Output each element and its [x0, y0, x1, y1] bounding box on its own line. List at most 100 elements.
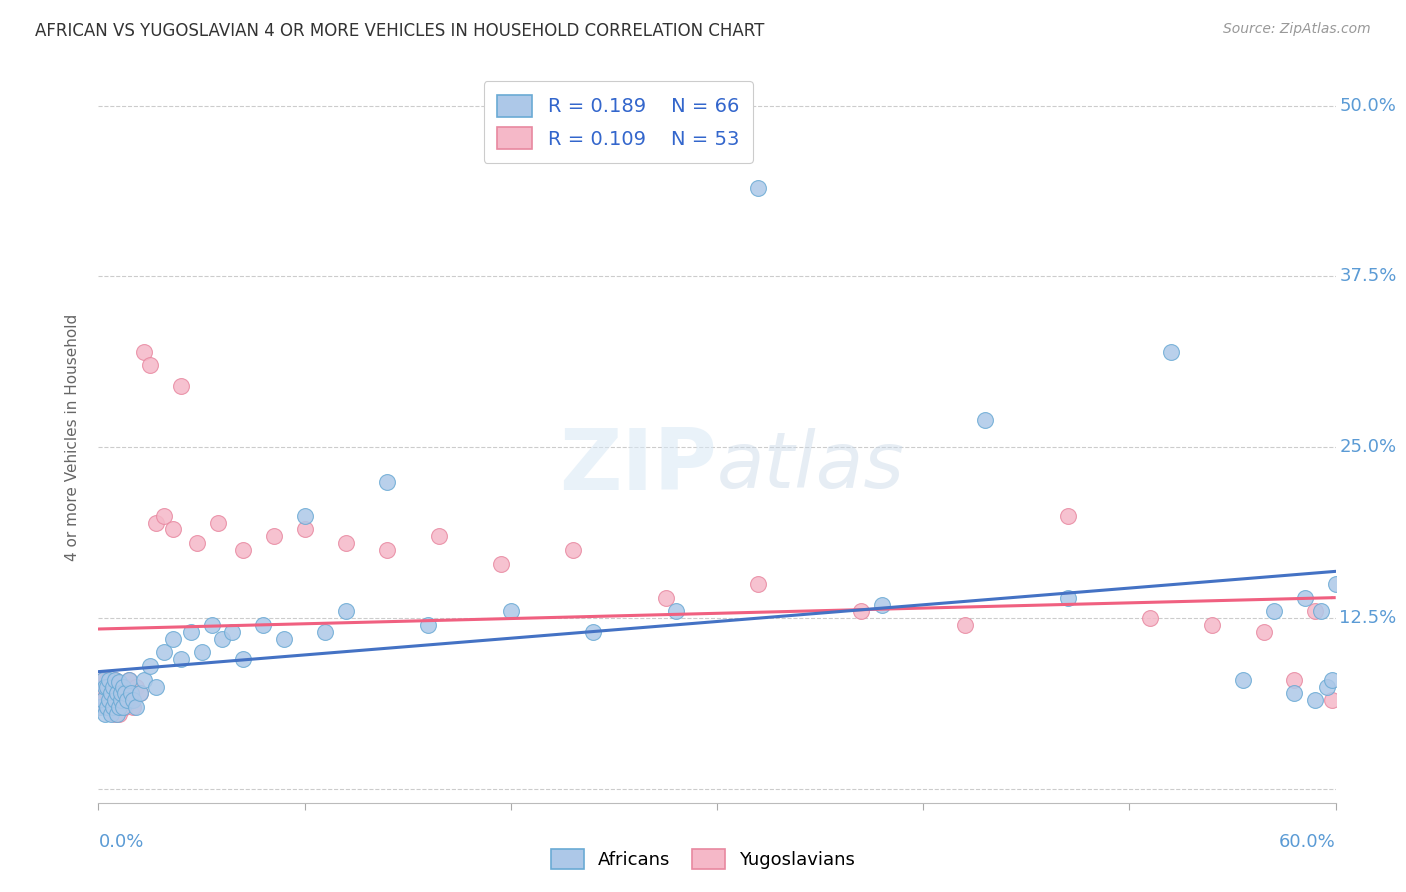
Point: [104, 673, 127, 687]
Point: [190, 645, 212, 659]
Point: [1303, 693, 1326, 707]
Point: [221, 624, 243, 639]
Point: [747, 577, 769, 591]
Point: [499, 604, 522, 618]
Point: [122, 693, 145, 707]
Point: [101, 680, 124, 694]
Point: [654, 591, 676, 605]
Point: [201, 618, 224, 632]
Point: [375, 542, 398, 557]
Point: [1310, 604, 1333, 618]
Point: [1284, 673, 1306, 687]
Point: [117, 680, 139, 694]
Point: [101, 700, 124, 714]
Point: [91, 673, 114, 687]
Point: [91, 673, 114, 687]
Point: [96, 686, 118, 700]
Point: [427, 529, 450, 543]
Text: atlas: atlas: [717, 428, 905, 504]
Point: [1160, 344, 1182, 359]
Point: [1320, 693, 1343, 707]
Point: [1324, 577, 1347, 591]
Point: [91, 693, 114, 707]
Point: [1139, 611, 1161, 625]
Text: 25.0%: 25.0%: [1340, 438, 1396, 457]
Point: [100, 693, 122, 707]
Point: [252, 618, 274, 632]
Point: [139, 359, 162, 373]
Point: [263, 529, 285, 543]
Point: [97, 700, 120, 714]
Point: [153, 645, 176, 659]
Point: [232, 542, 254, 557]
Point: [335, 536, 357, 550]
Point: [105, 686, 128, 700]
Point: [1284, 686, 1306, 700]
Point: [186, 536, 208, 550]
Point: [1201, 618, 1223, 632]
Point: [93, 700, 115, 714]
Point: [101, 680, 124, 694]
Point: [108, 680, 131, 694]
Point: [294, 508, 316, 523]
Point: [89, 700, 111, 714]
Point: [117, 693, 139, 707]
Legend: Africans, Yugoslavians: Africans, Yugoslavians: [543, 839, 863, 879]
Point: [665, 604, 688, 618]
Point: [1056, 591, 1078, 605]
Text: 37.5%: 37.5%: [1340, 268, 1396, 285]
Point: [112, 686, 135, 700]
Point: [294, 522, 316, 536]
Point: [112, 700, 135, 714]
Point: [104, 706, 127, 721]
Point: [110, 693, 132, 707]
Point: [118, 673, 141, 687]
Point: [97, 673, 120, 687]
Point: [139, 659, 162, 673]
Point: [128, 686, 150, 700]
Point: [100, 686, 122, 700]
Point: [1294, 591, 1316, 605]
Point: [104, 673, 127, 687]
Point: [120, 693, 142, 707]
Point: [96, 700, 118, 714]
Point: [273, 632, 295, 646]
Point: [207, 516, 229, 530]
Text: ZIP: ZIP: [560, 425, 717, 508]
Point: [211, 632, 233, 646]
Point: [974, 413, 997, 427]
Point: [118, 673, 141, 687]
Point: [91, 693, 114, 707]
Point: [162, 522, 184, 536]
Point: [170, 652, 193, 666]
Point: [153, 508, 176, 523]
Point: [97, 693, 120, 707]
Point: [1316, 680, 1339, 694]
Point: [132, 344, 155, 359]
Point: [953, 618, 976, 632]
Point: [145, 516, 167, 530]
Point: [489, 557, 512, 571]
Point: [335, 604, 357, 618]
Point: [122, 700, 145, 714]
Point: [112, 680, 135, 694]
Text: 50.0%: 50.0%: [1340, 96, 1396, 114]
Point: [93, 680, 115, 694]
Point: [108, 700, 131, 714]
Point: [582, 624, 605, 639]
Text: 60.0%: 60.0%: [1279, 833, 1336, 851]
Point: [96, 673, 118, 687]
Point: [132, 673, 155, 687]
Text: Source: ZipAtlas.com: Source: ZipAtlas.com: [1223, 22, 1371, 37]
Legend: R = 0.189    N = 66, R = 0.109    N = 53: R = 0.189 N = 66, R = 0.109 N = 53: [484, 81, 752, 163]
Point: [93, 706, 115, 721]
Point: [114, 700, 136, 714]
Point: [1303, 604, 1326, 618]
Point: [170, 379, 193, 393]
Point: [124, 700, 146, 714]
Point: [1320, 673, 1343, 687]
Point: [114, 686, 136, 700]
Text: 12.5%: 12.5%: [1340, 609, 1396, 627]
Point: [105, 706, 128, 721]
Point: [96, 680, 118, 694]
